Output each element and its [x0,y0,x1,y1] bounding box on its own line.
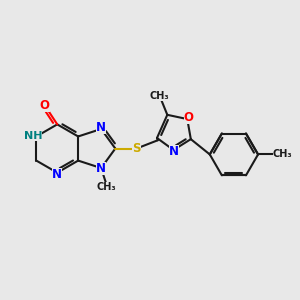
Text: NH: NH [24,131,42,142]
Text: N: N [52,168,62,181]
Text: N: N [96,121,106,134]
Text: CH₃: CH₃ [150,91,169,101]
Text: N: N [96,162,106,175]
Text: CH₃: CH₃ [97,182,117,192]
Text: S: S [132,142,141,155]
Text: O: O [40,99,50,112]
Text: O: O [184,111,194,124]
Text: N: N [169,145,178,158]
Text: CH₃: CH₃ [273,149,292,159]
